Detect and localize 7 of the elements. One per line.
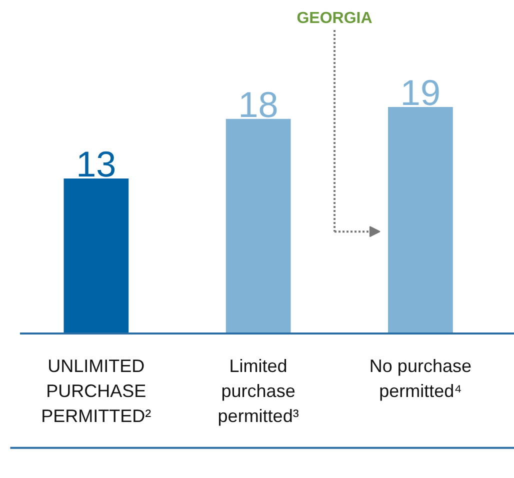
x-tick-label: UNLIMITED PURCHASE PERMITTED² <box>41 356 152 426</box>
data-label: 18 <box>238 84 278 125</box>
x-tick-label: No purchase permitted⁴ <box>369 356 472 402</box>
text: GEORGIA <box>296 10 373 28</box>
data-label: 13 <box>76 144 116 185</box>
x-tick-label: Limited purchase permitted³ <box>218 356 299 426</box>
data-label: 19 <box>400 72 440 113</box>
